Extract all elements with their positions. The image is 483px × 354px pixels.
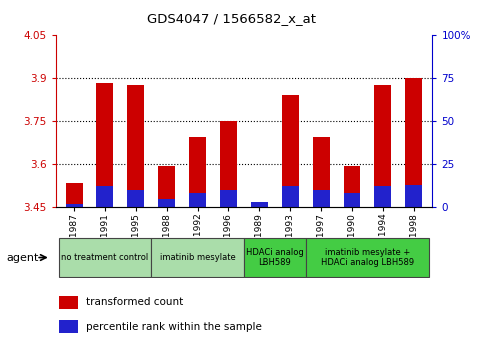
Bar xyxy=(128,190,144,207)
Bar xyxy=(220,190,237,207)
FancyBboxPatch shape xyxy=(151,238,244,277)
Bar xyxy=(313,190,329,207)
Text: HDACi analog
LBH589: HDACi analog LBH589 xyxy=(246,248,304,267)
Bar xyxy=(282,96,298,207)
Text: percentile rank within the sample: percentile rank within the sample xyxy=(85,322,262,332)
Bar xyxy=(405,78,422,207)
Text: agent: agent xyxy=(6,252,39,263)
Bar xyxy=(59,320,78,333)
Bar xyxy=(343,193,360,207)
Bar xyxy=(374,187,391,207)
Bar xyxy=(251,202,268,207)
Bar xyxy=(251,203,268,207)
Text: no treatment control: no treatment control xyxy=(61,253,149,262)
FancyBboxPatch shape xyxy=(244,238,306,277)
Bar xyxy=(374,85,391,207)
Text: imatinib mesylate +
HDACi analog LBH589: imatinib mesylate + HDACi analog LBH589 xyxy=(321,248,414,267)
Text: imatinib mesylate: imatinib mesylate xyxy=(160,253,236,262)
Bar xyxy=(59,296,78,309)
Bar xyxy=(97,82,114,207)
Bar xyxy=(405,185,422,207)
FancyBboxPatch shape xyxy=(306,238,429,277)
Bar xyxy=(66,183,83,207)
Bar xyxy=(220,121,237,207)
Bar xyxy=(128,85,144,207)
Bar xyxy=(97,187,114,207)
Bar xyxy=(158,166,175,207)
Text: GDS4047 / 1566582_x_at: GDS4047 / 1566582_x_at xyxy=(147,12,316,25)
Text: transformed count: transformed count xyxy=(85,297,183,307)
Bar xyxy=(158,199,175,207)
Bar xyxy=(282,187,298,207)
Bar xyxy=(189,193,206,207)
Bar xyxy=(313,137,329,207)
Bar xyxy=(189,137,206,207)
Bar xyxy=(66,204,83,207)
FancyBboxPatch shape xyxy=(58,238,151,277)
Bar xyxy=(343,166,360,207)
